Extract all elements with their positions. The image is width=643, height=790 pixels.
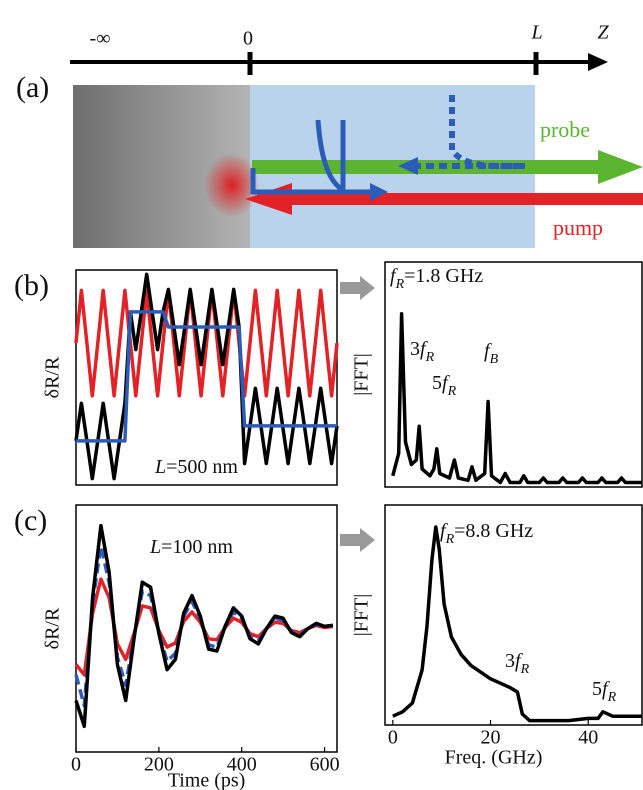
x-tick-label: 600 — [310, 754, 340, 776]
reflection-arrowhead — [370, 183, 388, 201]
annotation-part: 3 — [505, 650, 515, 672]
gray-arrow — [340, 276, 375, 300]
annotation-part: R — [445, 532, 455, 547]
annotation: fR=1.8 GHz — [390, 265, 483, 292]
annotation-part: f — [440, 520, 448, 542]
plot-frame — [75, 269, 338, 486]
label-zero: 0 — [243, 28, 253, 50]
pump-spot — [204, 153, 260, 217]
annotation-part: f — [442, 372, 450, 394]
reflection-path — [250, 168, 372, 195]
panel-label: (a) — [16, 71, 49, 104]
probe-arrowhead — [598, 150, 643, 184]
y-axis-label: δR/R — [42, 607, 64, 649]
strain-pulse-reflected — [449, 95, 525, 169]
gray-arrow — [340, 528, 375, 552]
x-tick-label: 200 — [144, 754, 174, 776]
annotation-part: R — [607, 690, 617, 705]
annotation-part: 5 — [432, 372, 442, 394]
annotation: L=500 nm — [154, 456, 238, 478]
panel-label: (c) — [14, 504, 47, 537]
annotation: fB — [484, 340, 499, 367]
annotation-part: f — [420, 338, 428, 360]
x-tick-label: 40 — [578, 727, 598, 749]
x-tick-label: 0 — [388, 727, 398, 749]
annotation: 3fR — [410, 338, 435, 365]
y-axis-label: |FFT| — [351, 353, 373, 395]
annotation-part: 5 — [592, 678, 602, 700]
annotation-part: =500 nm — [166, 456, 238, 478]
x-tick-label: 0 — [71, 754, 81, 776]
strain-pulse — [315, 119, 346, 195]
z-arrowhead — [588, 53, 608, 71]
annotation-part: f — [390, 265, 398, 287]
annotation: 3fR — [505, 650, 530, 677]
annotation-part: R — [447, 384, 457, 399]
x-tick-label: 400 — [227, 754, 257, 776]
annotation: 5fR — [592, 678, 617, 705]
label-z: Z — [597, 22, 609, 44]
annotation-part: R — [520, 662, 530, 677]
annotation-part: B — [490, 352, 499, 367]
series-line — [391, 312, 642, 485]
x-axis-label: Time (ps) — [168, 770, 246, 790]
x-tick-label: 20 — [481, 727, 501, 749]
annotation-part: L — [149, 536, 161, 558]
series-line — [76, 310, 337, 443]
annotation-part: f — [515, 650, 523, 672]
annotation: 5fR — [432, 372, 457, 399]
annotation-part: =1.8 GHz — [404, 265, 483, 287]
annotation: fR=8.8 GHz — [440, 520, 533, 547]
y-axis-label: δR/R — [42, 356, 64, 398]
annotation-part: f — [602, 678, 610, 700]
series-line — [74, 523, 334, 729]
panel-a: -∞ 0 L Z (a) probe pump — [16, 22, 643, 248]
annotation-part: R — [425, 350, 435, 365]
plot-frame — [384, 261, 643, 488]
annotation-part: R — [395, 277, 405, 292]
annotation: L=100 nm — [149, 536, 233, 558]
label-minus-inf: -∞ — [90, 28, 111, 50]
x-axis-label: Freq. (GHz) — [445, 747, 543, 769]
annotation-part: =8.8 GHz — [454, 520, 533, 542]
y-axis-label: |FFT| — [351, 594, 373, 636]
panel-label: (b) — [14, 269, 49, 302]
label-L: L — [530, 22, 542, 44]
probe-label: probe — [540, 117, 590, 142]
annotation-part: =100 nm — [161, 536, 233, 558]
annotation-part: f — [484, 340, 492, 362]
pump-label: pump — [553, 215, 603, 240]
reflected-arrowhead — [398, 157, 418, 175]
plot-frame — [384, 504, 643, 726]
annotation-part: L — [154, 456, 166, 478]
series-line — [74, 288, 339, 398]
plot-frame — [75, 504, 338, 753]
series-line — [392, 525, 642, 723]
annotation-part: 3 — [410, 338, 420, 360]
